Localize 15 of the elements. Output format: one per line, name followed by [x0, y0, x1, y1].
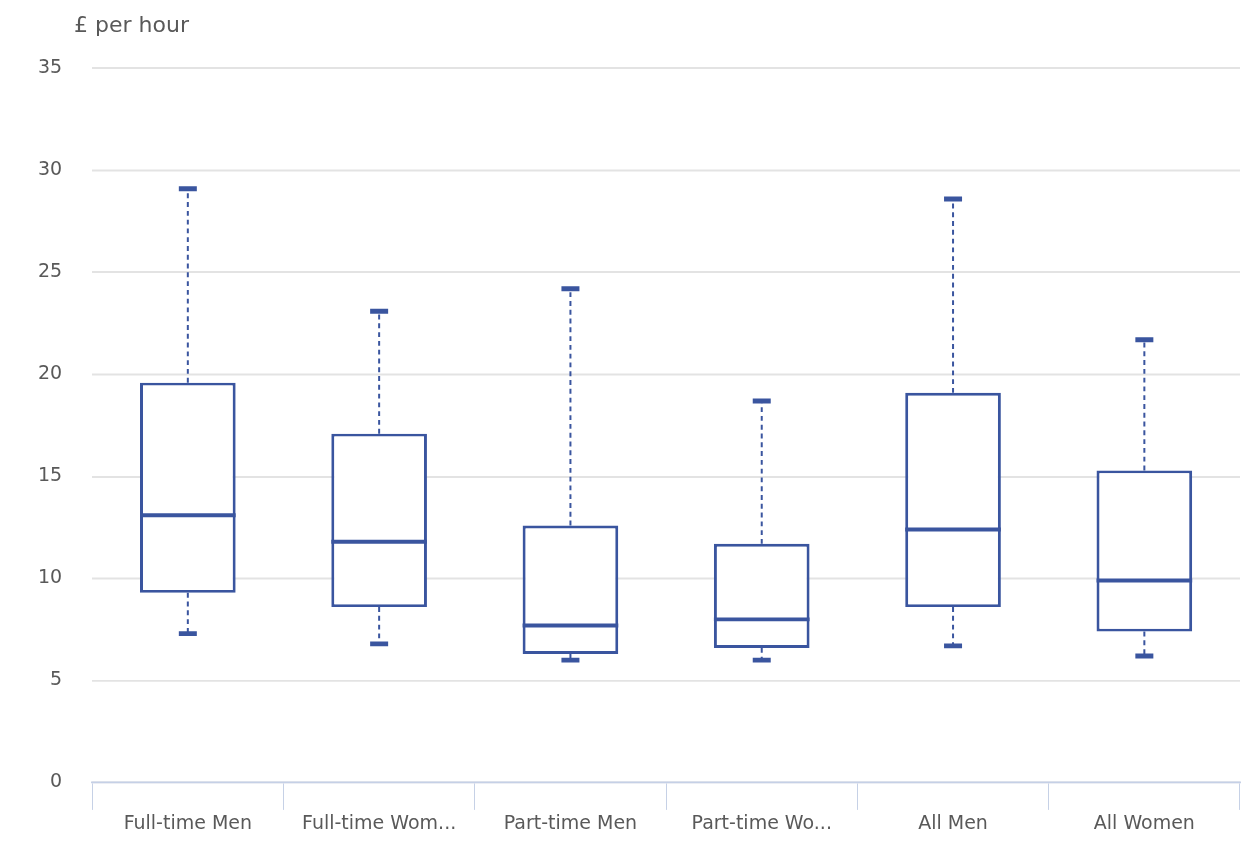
y-tick-label: 25 [38, 260, 63, 282]
x-tick-label: All Women [1093, 811, 1195, 833]
x-tick-label: Part-time Men [503, 811, 638, 833]
x-tick-label: All Men [918, 811, 988, 833]
x-tick-label: Part-time Wo... [691, 811, 832, 833]
y-tick-label: 35 [38, 56, 63, 78]
y-tick-label: 5 [50, 668, 63, 690]
y-tick-label: 20 [38, 362, 63, 384]
y-tick-label: 0 [50, 770, 63, 792]
x-tick-label: Full-time Men [123, 811, 253, 833]
y-tick-label: 10 [38, 566, 63, 588]
y-tick-label: 15 [38, 464, 63, 486]
x-tick-label: Full-time Wom... [302, 811, 457, 833]
y-tick-label: 30 [38, 158, 63, 180]
y-axis-title: £ per hour [74, 12, 189, 37]
